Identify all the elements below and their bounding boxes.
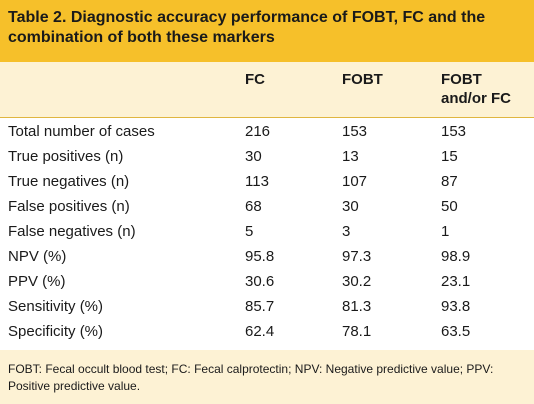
table-row: Total number of cases 216 153 153 [0,120,534,144]
table-title: Table 2. Diagnostic accuracy performance… [8,9,486,46]
cell-fobt-and-or-fc: 50 [441,198,458,215]
header-divider [0,117,534,118]
row-label: Total number of cases [8,123,155,140]
cell-fc: 68 [245,198,262,215]
table-row: Specificity (%) 62.4 78.1 63.5 [0,320,534,344]
table-row: NPV (%) 95.8 97.3 98.9 [0,245,534,269]
cell-fobt-and-or-fc: 93.8 [441,298,471,315]
cell-fc: 62.4 [245,323,275,340]
cell-fc: 30.6 [245,273,275,290]
table-body: Total number of cases 216 153 153 True p… [0,118,534,350]
cell-fobt: 97.3 [342,248,372,265]
row-label: NPV (%) [8,248,67,265]
row-label: True positives (n) [8,148,124,165]
cell-fobt-and-or-fc: 98.9 [441,248,471,265]
table-row: True negatives (n) 113 107 87 [0,170,534,194]
cell-fobt: 107 [342,173,368,190]
cell-fobt: 153 [342,123,368,140]
table-row: False negatives (n) 5 3 1 [0,220,534,244]
table-footnote-band: FOBT: Fecal occult blood test; FC: Fecal… [0,350,534,404]
cell-fobt: 30.2 [342,273,372,290]
table-row: Sensitivity (%) 85.7 81.3 93.8 [0,295,534,319]
row-label: False negatives (n) [8,223,136,240]
cell-fobt-and-or-fc: 23.1 [441,273,471,290]
cell-fobt-and-or-fc: 63.5 [441,323,471,340]
cell-fobt: 30 [342,198,359,215]
row-label: PPV (%) [8,273,66,290]
cell-fobt-and-or-fc: 1 [441,223,450,240]
table-footnote: FOBT: Fecal occult blood test; FC: Fecal… [8,362,494,393]
cell-fc: 95.8 [245,248,275,265]
column-header-fc: FC [245,71,265,88]
table-row: PPV (%) 30.6 30.2 23.1 [0,270,534,294]
cell-fc: 113 [245,173,269,190]
cell-fc: 30 [245,148,262,165]
table-row: False positives (n) 68 30 50 [0,195,534,219]
cell-fc: 216 [245,123,271,140]
cell-fobt-and-or-fc: 153 [441,123,467,140]
column-header-fobt: FOBT [342,71,383,88]
cell-fobt-and-or-fc: 87 [441,173,458,190]
cell-fobt: 3 [342,223,351,240]
row-label: True negatives (n) [8,173,130,190]
table-row: True positives (n) 30 13 15 [0,145,534,169]
table-header-row: FC FOBT FOBT and/or FC [0,62,534,118]
row-label: False positives (n) [8,198,130,215]
cell-fc: 5 [245,223,254,240]
cell-fobt: 78.1 [342,323,372,340]
table-title-band: Table 2. Diagnostic accuracy performance… [0,0,534,62]
cell-fc: 85.7 [245,298,275,315]
cell-fobt: 81.3 [342,298,372,315]
cell-fobt: 13 [342,148,359,165]
row-label: Specificity (%) [8,323,104,340]
cell-fobt-and-or-fc: 15 [441,148,458,165]
column-header-fobt-and-or-fc: FOBT and/or FC [441,71,511,107]
row-label: Sensitivity (%) [8,298,104,315]
